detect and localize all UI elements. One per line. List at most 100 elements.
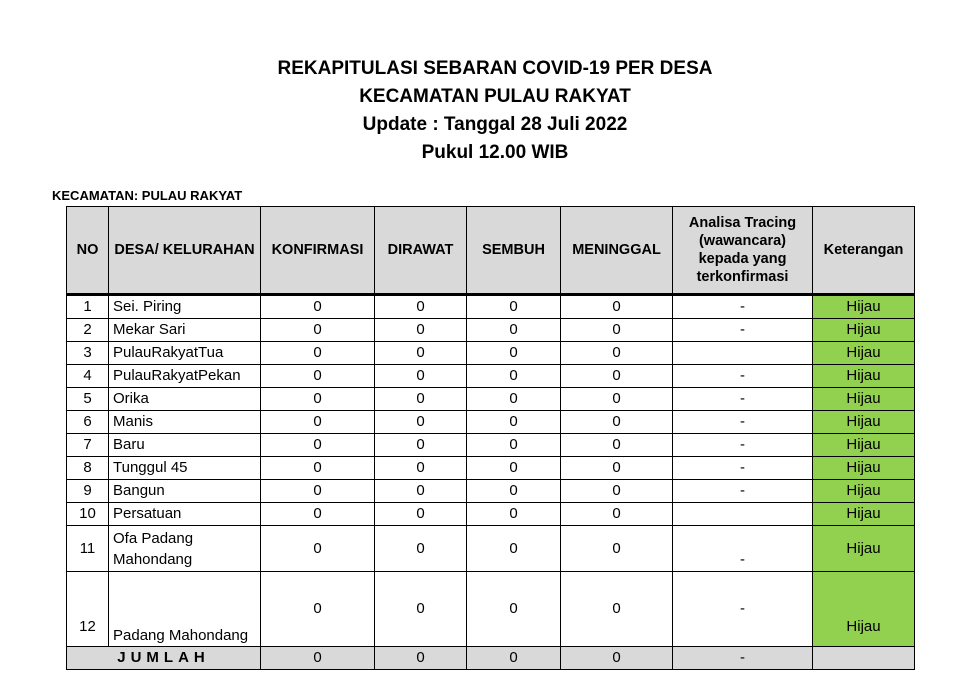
table-row: 11 Ofa Padang Mahondang 0 0 0 0- Hijau — [66, 525, 915, 572]
village-name: Mekar Sari — [108, 318, 261, 342]
keterangan-badge: Hijau — [812, 502, 915, 526]
keterangan-badge: Hijau — [812, 479, 915, 503]
total-row: JUMLAH 0 0 0 0- — [66, 646, 915, 670]
meninggal: 0 — [560, 294, 673, 319]
title-line-3: Update : Tanggal 28 Juli 2022 — [362, 114, 628, 135]
title-line-4: Pukul 12.00 WIB — [421, 142, 569, 163]
konfirmasi: 0 — [260, 571, 375, 647]
sembuh: 0 — [466, 525, 561, 572]
tracing: - — [672, 294, 813, 319]
keterangan-badge: Hijau — [812, 456, 915, 480]
tracing: - — [672, 525, 813, 572]
dirawat: 0 — [374, 571, 467, 647]
meninggal: 0 — [560, 318, 673, 342]
dirawat: 0 — [374, 525, 467, 572]
table-row: 2 Mekar Sari 0 0 0 0- Hijau — [66, 318, 915, 342]
table-row: 5 Orika 0 0 0 0- Hijau — [66, 387, 915, 411]
village-name: Ofa Padang Mahondang — [108, 525, 261, 572]
village-name: Padang Mahondang — [108, 571, 261, 647]
row-no: 4 — [66, 364, 109, 388]
konfirmasi: 0 — [260, 479, 375, 503]
tracing: - — [672, 410, 813, 434]
row-no: 3 — [66, 341, 109, 365]
sembuh: 0 — [466, 433, 561, 457]
tracing: - — [672, 318, 813, 342]
table-row: 4 PulauRakyatPekan 0 0 0 0- Hijau — [66, 364, 915, 388]
dirawat: 0 — [374, 502, 467, 526]
sembuh: 0 — [466, 364, 561, 388]
keterangan-badge: Hijau — [812, 571, 915, 647]
meninggal: 0 — [560, 525, 673, 572]
total-empty — [812, 646, 915, 670]
column-header: NO — [66, 206, 109, 296]
meninggal: 0 — [560, 502, 673, 526]
dirawat: 0 — [374, 479, 467, 503]
row-no: 11 — [66, 525, 109, 572]
konfirmasi: 0 — [260, 410, 375, 434]
konfirmasi: 0 — [260, 502, 375, 526]
table-row: 9 Bangun 0 0 0 0- Hijau — [66, 479, 915, 503]
meninggal: 0 — [560, 387, 673, 411]
sembuh: 0 — [466, 456, 561, 480]
village-name: Persatuan — [108, 502, 261, 526]
keterangan-badge: Hijau — [812, 410, 915, 434]
village-name: Bangun — [108, 479, 261, 503]
row-no: 10 — [66, 502, 109, 526]
meninggal: 0 — [560, 571, 673, 647]
table-row: 10 Persatuan 0 0 0 0 Hijau — [66, 502, 915, 526]
row-no: 6 — [66, 410, 109, 434]
sembuh: 0 — [466, 571, 561, 647]
total-value: 0 — [560, 646, 673, 670]
column-header: SEMBUH — [466, 206, 561, 296]
row-no: 1 — [66, 294, 109, 319]
total-value: 0 — [466, 646, 561, 670]
table-row: 6 Manis 0 0 0 0- Hijau — [66, 410, 915, 434]
total-value: 0 — [260, 646, 375, 670]
konfirmasi: 0 — [260, 433, 375, 457]
village-name: Baru — [108, 433, 261, 457]
keterangan-badge: Hijau — [812, 433, 915, 457]
meninggal: 0 — [560, 479, 673, 503]
sembuh: 0 — [466, 341, 561, 365]
row-no: 9 — [66, 479, 109, 503]
village-name: PulauRakyatPekan — [108, 364, 261, 388]
dirawat: 0 — [374, 318, 467, 342]
column-header: DIRAWAT — [374, 206, 467, 296]
row-no: 12 — [66, 571, 109, 647]
tracing — [672, 341, 813, 365]
tracing — [672, 502, 813, 526]
column-header: KONFIRMASI — [260, 206, 375, 296]
table-row: 12 Padang Mahondang 0 0 0 0- Hijau — [66, 571, 915, 647]
konfirmasi: 0 — [260, 341, 375, 365]
konfirmasi: 0 — [260, 387, 375, 411]
dirawat: 0 — [374, 433, 467, 457]
meninggal: 0 — [560, 364, 673, 388]
meninggal: 0 — [560, 410, 673, 434]
village-name: Tunggul 45 — [108, 456, 261, 480]
konfirmasi: 0 — [260, 364, 375, 388]
tracing: - — [672, 479, 813, 503]
konfirmasi: 0 — [260, 294, 375, 319]
dirawat: 0 — [374, 341, 467, 365]
dirawat: 0 — [374, 364, 467, 388]
sembuh: 0 — [466, 318, 561, 342]
tracing: - — [672, 364, 813, 388]
village-name: PulauRakyatTua — [108, 341, 261, 365]
meninggal: 0 — [560, 456, 673, 480]
meninggal: 0 — [560, 341, 673, 365]
keterangan-badge: Hijau — [812, 341, 915, 365]
district-label: KECAMATAN: PULAU RAKYAT — [52, 188, 243, 203]
sembuh: 0 — [466, 387, 561, 411]
keterangan-badge: Hijau — [812, 387, 915, 411]
total-label: JUMLAH — [66, 646, 261, 670]
row-no: 5 — [66, 387, 109, 411]
table-row: 8 Tunggul 45 0 0 0 0- Hijau — [66, 456, 915, 480]
keterangan-badge: Hijau — [812, 525, 915, 572]
tracing: - — [672, 571, 813, 647]
village-name: Manis — [108, 410, 261, 434]
sembuh: 0 — [466, 294, 561, 319]
covid-table: NO DESA/ KELURAHAN KONFIRMASI DIRAWAT SEMBUH… — [66, 206, 915, 670]
konfirmasi: 0 — [260, 318, 375, 342]
keterangan-badge: Hijau — [812, 294, 915, 319]
sembuh: 0 — [466, 479, 561, 503]
